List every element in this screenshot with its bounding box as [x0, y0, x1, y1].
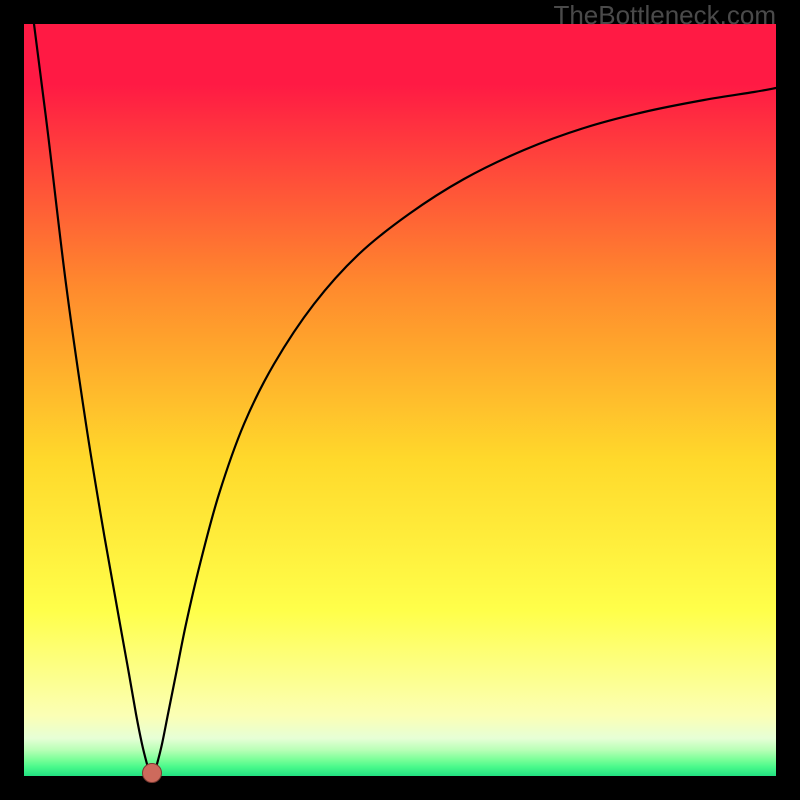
bottleneck-curve: [34, 24, 776, 775]
curve-layer: [24, 24, 776, 776]
watermark-text: TheBottleneck.com: [553, 0, 776, 31]
chart-container: TheBottleneck.com: [0, 0, 800, 800]
plot-area: [24, 24, 776, 776]
optimal-point-marker: [142, 763, 162, 783]
